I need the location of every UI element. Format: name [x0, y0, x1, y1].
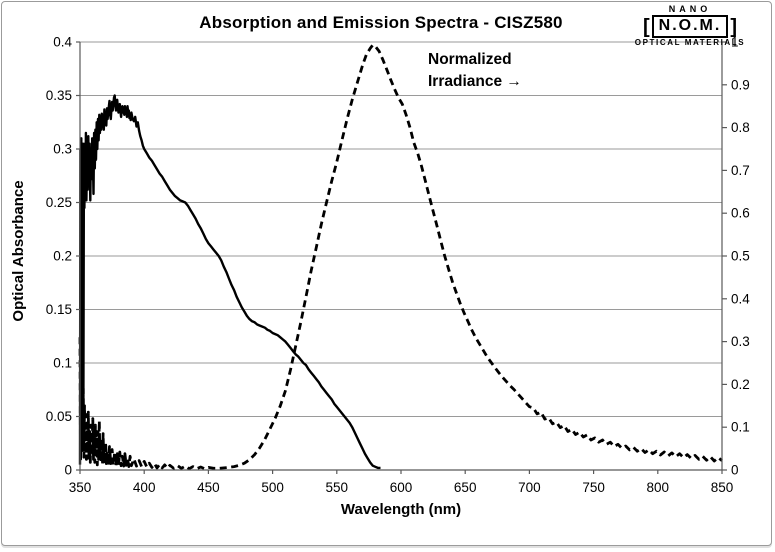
- y-left-tick-label: 0.35: [46, 88, 72, 103]
- y-left-tick-label: 0: [64, 463, 72, 478]
- y-right-tick-label: 0.3: [731, 334, 750, 349]
- y-left-tick-label: 0.15: [46, 302, 72, 317]
- logo-optical-materials-text: OPTICAL MATERIALS: [634, 38, 746, 48]
- x-tick-label: 850: [711, 480, 734, 495]
- normalized-irradiance-annotation: Normalized Irradiance →: [428, 49, 522, 93]
- y-left-tick-label: 0.1: [53, 356, 72, 371]
- x-axis-title: Wavelength (nm): [340, 501, 462, 518]
- y-left-tick-label: 0.3: [53, 142, 72, 157]
- y-right-tick-label: 0.2: [731, 377, 750, 392]
- x-tick-label: 650: [454, 480, 477, 495]
- y-right-tick-label: 0.1: [731, 420, 750, 435]
- y-right-tick-label: 0.9: [731, 77, 750, 92]
- y-left-tick-label: 0.05: [46, 409, 72, 424]
- x-tick-label: 600: [390, 480, 413, 495]
- emission-curve: [78, 43, 723, 471]
- logo-box: [ N.O.M. ]: [614, 15, 766, 39]
- y-axis-title: Optical Absorbance: [10, 180, 27, 322]
- logo-right-bracket: ]: [730, 15, 737, 38]
- x-tick-label: 400: [133, 480, 156, 495]
- y-right-tick-label: 0: [731, 463, 739, 478]
- annotation-line1: Normalized: [428, 51, 512, 68]
- chart-title: Absorption and Emission Spectra - CISZ58…: [199, 13, 563, 32]
- x-tick-label: 700: [518, 480, 541, 495]
- y-left-tick-label: 0.2: [53, 249, 72, 264]
- x-tick-label: 750: [582, 480, 605, 495]
- x-tick-label: 350: [69, 480, 92, 495]
- y-right-tick-label: 0.8: [731, 120, 750, 135]
- y-right-tick-label: 0.4: [731, 291, 750, 306]
- nom-logo: NANO [ N.O.M. ] OPTICAL MATERIALS: [614, 4, 766, 48]
- y-left-tick-label: 0.4: [53, 35, 72, 50]
- y-right-tick-label: 0.6: [731, 206, 750, 221]
- absorption-curve: [78, 94, 381, 470]
- y-left-tick-label: 0.25: [46, 195, 72, 210]
- x-tick-label: 450: [197, 480, 220, 495]
- x-tick-label: 800: [647, 480, 670, 495]
- y-right-tick-label: 0.7: [731, 163, 750, 178]
- logo-left-bracket: [: [642, 15, 650, 38]
- annotation-line2: Irradiance →: [428, 73, 522, 90]
- x-tick-label: 500: [261, 480, 284, 495]
- y-right-tick-label: 1: [731, 35, 739, 50]
- y-right-tick-label: 0.5: [731, 249, 750, 264]
- x-tick-label: 550: [326, 480, 349, 495]
- logo-nom-text: N.O.M.: [651, 15, 729, 39]
- logo-nano-text: NANO: [668, 4, 712, 14]
